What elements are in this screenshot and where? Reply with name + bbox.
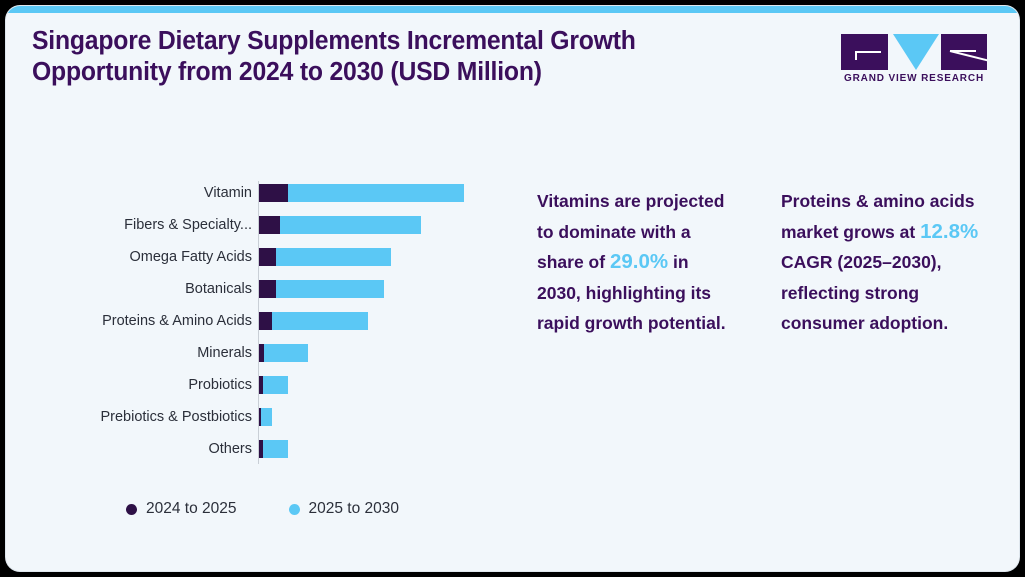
chart-bar-segment-2025-2030 (276, 248, 391, 266)
chart-category-label: Minerals (197, 345, 252, 361)
logo-r-icon (941, 34, 987, 70)
insight-panel-vitamins: Vitamins are projected to dominate with … (537, 186, 737, 339)
chart-bar-segment-2024-2025 (259, 184, 289, 202)
logo-marks (841, 34, 987, 70)
brand-logo: GRAND VIEW RESEARCH (841, 34, 987, 92)
chart-bar-segment-2025-2030 (263, 440, 289, 458)
legend-label: 2024 to 2025 (146, 500, 237, 517)
chart-row: Fibers & Specialty... (32, 213, 502, 245)
chart-bar (259, 184, 464, 202)
logo-g-icon (841, 34, 888, 70)
legend-item[interactable]: 2024 to 2025 (126, 500, 237, 518)
chart-category-label: Botanicals (185, 281, 252, 297)
chart-bar-segment-2025-2030 (264, 344, 309, 362)
chart-bar (259, 248, 391, 266)
chart-category-label: Vitamin (203, 185, 252, 201)
chart-bar (259, 344, 309, 362)
chart-bar-segment-2024-2025 (259, 440, 264, 458)
chart-bar-segment-2025-2030 (280, 216, 421, 234)
chart-bar-segment-2025-2030 (272, 312, 368, 330)
chart-bar (259, 408, 273, 426)
logo-v-triangle-icon (893, 34, 939, 70)
insight-1-post: in 2030, highlighting its rapid growth p… (537, 252, 726, 333)
infographic-card: Singapore Dietary Supplements Incrementa… (6, 6, 1019, 571)
chart-bar-segment-2024-2025 (259, 376, 264, 394)
insight-1-pre: Vitamins are projected to dominate with … (537, 191, 725, 272)
chart-bar (259, 312, 368, 330)
chart-bar (259, 216, 421, 234)
chart-row: Botanicals (32, 277, 502, 309)
chart-legend: 2024 to 2025 2025 to 2030 (126, 500, 399, 518)
insight-1-highlight: 29.0% (609, 250, 669, 273)
insight-2-post: CAGR (2025–2030), reflecting strong cons… (781, 252, 949, 333)
chart-bar (259, 440, 289, 458)
chart-row: Prebiotics & Postbiotics (32, 405, 502, 437)
legend-item[interactable]: 2025 to 2030 (288, 500, 400, 518)
chart-category-label: Prebiotics & Postbiotics (100, 409, 252, 425)
chart-bar-segment-2025-2030 (288, 184, 464, 202)
insight-panel-proteins: Proteins & amino acids market grows at 1… (781, 186, 981, 339)
chart-row: Proteins & Amino Acids (32, 309, 502, 341)
chart-bar-segment-2025-2030 (261, 408, 273, 426)
chart-row: Vitamin (32, 181, 502, 213)
chart-row: Others (32, 437, 502, 469)
chart-bar-segment-2024-2025 (259, 344, 265, 362)
chart-row: Omega Fatty Acids (32, 245, 502, 277)
legend-dot-icon (288, 503, 300, 515)
chart-bar (259, 280, 384, 298)
insight-2-highlight: 12.8% (920, 219, 979, 243)
incremental-growth-bar-chart: Vitamin Fibers & Specialty... Omega Fatty … (32, 181, 502, 471)
chart-axis-line (258, 181, 259, 464)
header: Singapore Dietary Supplements Incrementa… (32, 26, 992, 101)
chart-bar (259, 376, 289, 394)
page-title: Singapore Dietary Supplements Incrementa… (32, 27, 636, 86)
chart-rows: Vitamin Fibers & Specialty... Omega Fatty … (32, 181, 502, 469)
legend-label: 2025 to 2030 (308, 500, 400, 517)
chart-category-label: Fibers & Specialty... (124, 217, 252, 233)
top-accent-bar (6, 6, 1019, 13)
chart-bar-segment-2024-2025 (259, 312, 273, 330)
logo-text: GRAND VIEW RESEARCH (843, 73, 985, 84)
chart-bar-segment-2025-2030 (263, 376, 289, 394)
legend-dot-icon (126, 503, 137, 515)
chart-bar-segment-2024-2025 (259, 216, 281, 234)
chart-category-label: Others (208, 441, 252, 457)
insight-2-pre: Proteins & amino acids market grows at (781, 191, 975, 242)
chart-category-label: Proteins & Amino Acids (102, 313, 252, 329)
chart-category-label: Omega Fatty Acids (129, 249, 253, 265)
chart-row: Probiotics (32, 373, 502, 405)
chart-category-label: Probiotics (188, 377, 252, 393)
chart-bar-segment-2024-2025 (259, 280, 277, 298)
chart-bar-segment-2025-2030 (276, 280, 384, 298)
chart-row: Minerals (32, 341, 502, 373)
chart-bar-segment-2024-2025 (259, 408, 261, 426)
chart-bar-segment-2024-2025 (259, 248, 277, 266)
